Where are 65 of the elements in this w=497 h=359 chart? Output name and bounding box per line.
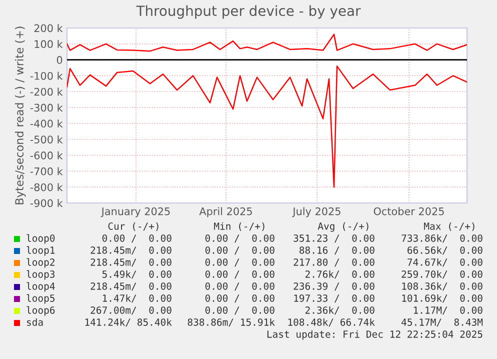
- text: 259.70k/ 0.00: [402, 270, 482, 279]
- line-series: [67, 66, 467, 188]
- text: 0.00 / 0.00: [205, 306, 274, 315]
- y-tick-label: -300 k: [30, 104, 63, 112]
- text: 1.17M/ 0.00: [414, 306, 482, 315]
- line-series: [67, 34, 467, 52]
- text: Max (-/+): [424, 222, 474, 231]
- y-axis-title: Bytes/second read (-) / write (+): [14, 26, 26, 204]
- legend-label: loop3: [26, 270, 55, 280]
- text: 733.86k/ 0.00: [402, 234, 482, 243]
- text: 218.45m/ 0.00: [90, 258, 172, 267]
- text: 0.00 / 0.00: [205, 246, 274, 255]
- y-tick-label: -400 k: [30, 119, 63, 128]
- text: 108.36k/ 0.00: [402, 282, 482, 291]
- x-tick-label: July 2025: [292, 207, 340, 218]
- text: Avg (-/+): [318, 222, 368, 232]
- text: 66.56k/ 0.00: [408, 246, 482, 255]
- text: 88.16 / 0.00: [300, 246, 374, 255]
- y-tick-label: -700 k: [30, 167, 63, 176]
- chart-title: Throughput per device - by year: [136, 5, 361, 19]
- x-tick-label: January 2025: [100, 207, 170, 218]
- text: Last update: Fri Dec 12 22:25:04 2025: [267, 330, 482, 340]
- text: 0.00 / 0.00: [102, 234, 172, 243]
- text: 236.39 / 0.00: [294, 282, 374, 291]
- text: 45.17M/ 8.43M: [402, 318, 483, 327]
- y-tick-label: -500 k: [30, 135, 63, 144]
- text: 1.47k/ 0.00: [102, 294, 172, 303]
- text: 0.00 / 0.00: [205, 258, 274, 267]
- y-tick-label: -600 k: [30, 151, 63, 160]
- text: 0.00 / 0.00: [205, 234, 274, 243]
- legend-label: loop1: [26, 246, 55, 256]
- text: 74.67k/ 0.00: [408, 258, 482, 267]
- y-tick-label: -200 k: [30, 88, 63, 96]
- legend-label: loop5: [26, 294, 54, 304]
- y-tick-label: -900 k: [30, 199, 63, 208]
- legend-label: loop0: [26, 234, 55, 244]
- legend-label: loop2: [26, 258, 54, 268]
- y-tick-label: 100 k: [34, 40, 63, 48]
- text: 351.23 / 0.00: [294, 234, 374, 243]
- text: 197.33 / 0.00: [294, 294, 374, 303]
- y-tick-label: 200 k: [34, 24, 63, 32]
- text: Cur (-/+): [108, 222, 158, 231]
- text: 108.48k/ 66.74k: [288, 318, 375, 327]
- x-tick-label: October 2025: [374, 207, 444, 216]
- text: 217.80 / 0.00: [294, 258, 374, 267]
- legend-label: sda: [27, 318, 43, 326]
- text: 5.49k/ 0.00: [102, 270, 172, 279]
- text: 838.86m/ 15.91k: [188, 318, 275, 327]
- text: 2.36k/ 0.00: [305, 306, 374, 315]
- text: 267.00m/ 0.00: [90, 306, 172, 315]
- text: 0.00 / 0.00: [205, 282, 274, 291]
- text: 101.69k/ 0.00: [402, 294, 482, 303]
- legend-label: loop6: [26, 306, 55, 316]
- text: 218.45m/ 0.00: [90, 246, 172, 255]
- y-tick-label: 0: [56, 56, 62, 64]
- text: 2.76k/ 0.00: [305, 270, 374, 279]
- x-tick-label: April 2025: [199, 207, 252, 218]
- text: 0.00 / 0.00: [205, 294, 274, 303]
- text: 218.45m/ 0.00: [90, 282, 172, 291]
- y-tick-label: -800 k: [30, 183, 63, 192]
- text: 141.24k/ 85.40k: [85, 318, 172, 327]
- text: Min (-/+): [214, 222, 264, 231]
- y-tick-label: -100 k: [30, 72, 63, 80]
- legend-label: loop4: [26, 282, 55, 292]
- text: 0.00 / 0.00: [205, 270, 274, 279]
